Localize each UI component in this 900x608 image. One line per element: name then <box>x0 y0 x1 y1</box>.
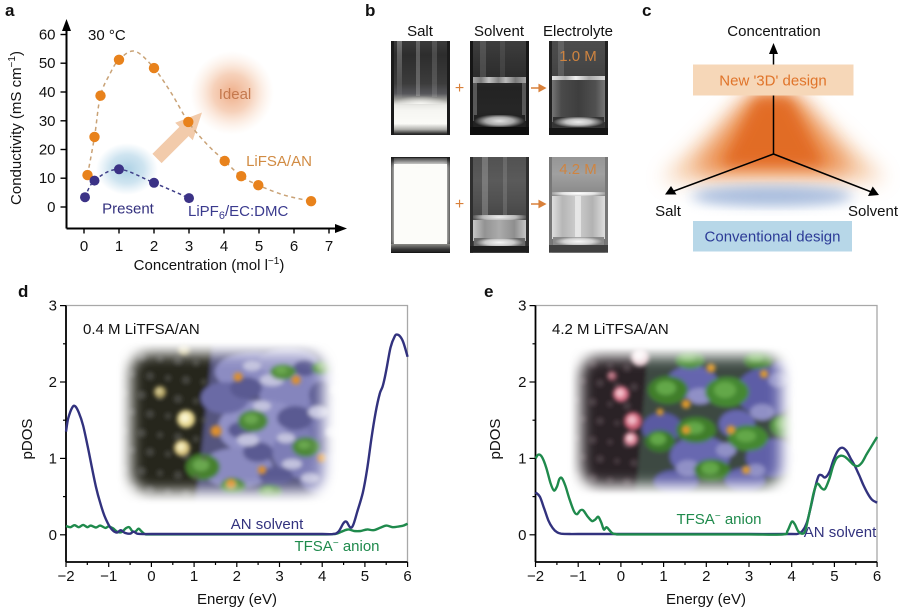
svg-text:Conventional design: Conventional design <box>705 229 841 246</box>
svg-text:TFSA− anion: TFSA− anion <box>294 538 379 555</box>
svg-text:Conductivity (mS cm−1): Conductivity (mS cm−1) <box>7 51 25 205</box>
svg-text:1: 1 <box>190 568 198 585</box>
svg-text:50: 50 <box>39 55 56 72</box>
svg-text:40: 40 <box>39 84 56 101</box>
svg-text:LiPF6/EC:DMC: LiPF6/EC:DMC <box>188 203 288 222</box>
svg-text:1.0 M: 1.0 M <box>559 48 597 65</box>
svg-text:d: d <box>18 282 28 301</box>
svg-text:4.2 M LiTFSA/AN: 4.2 M LiTFSA/AN <box>552 321 669 338</box>
svg-text:Present: Present <box>102 201 155 218</box>
svg-text:0: 0 <box>47 199 55 216</box>
svg-text:0: 0 <box>518 527 526 544</box>
svg-text:Electrolyte: Electrolyte <box>543 23 613 40</box>
svg-text:6: 6 <box>873 568 881 585</box>
svg-text:pDOS: pDOS <box>487 419 504 460</box>
svg-text:0: 0 <box>80 238 88 255</box>
svg-text:1: 1 <box>659 568 667 585</box>
svg-text:a: a <box>5 1 15 20</box>
svg-text:pDOS: pDOS <box>19 419 36 460</box>
svg-text:1: 1 <box>518 450 526 467</box>
svg-text:−1: −1 <box>570 568 587 585</box>
svg-text:New '3D' design: New '3D' design <box>719 73 826 90</box>
svg-text:5: 5 <box>255 238 263 255</box>
svg-text:4: 4 <box>220 238 228 255</box>
svg-text:20: 20 <box>39 142 56 159</box>
svg-text:30: 30 <box>39 113 56 130</box>
svg-text:6: 6 <box>403 568 411 585</box>
svg-text:c: c <box>642 1 651 20</box>
svg-text:3: 3 <box>185 238 193 255</box>
svg-text:−2: −2 <box>527 568 544 585</box>
svg-text:2: 2 <box>518 374 526 391</box>
svg-text:2: 2 <box>150 238 158 255</box>
svg-text:6: 6 <box>290 238 298 255</box>
svg-text:AN solvent: AN solvent <box>231 516 304 533</box>
svg-text:Concentration (mol l−1): Concentration (mol l−1) <box>134 256 285 274</box>
svg-text:5: 5 <box>361 568 369 585</box>
svg-text:Solvent: Solvent <box>848 203 899 220</box>
svg-text:LiFSA/AN: LiFSA/AN <box>246 153 312 170</box>
svg-text:Salt: Salt <box>655 203 682 220</box>
svg-text:7: 7 <box>325 238 333 255</box>
svg-text:Energy (eV): Energy (eV) <box>197 591 277 608</box>
svg-text:5: 5 <box>830 568 838 585</box>
svg-text:60: 60 <box>39 27 56 44</box>
svg-text:4.2 M: 4.2 M <box>559 161 597 178</box>
svg-text:1: 1 <box>115 238 123 255</box>
svg-text:3: 3 <box>745 568 753 585</box>
svg-text:10: 10 <box>39 170 56 187</box>
svg-text:Solvent: Solvent <box>474 23 525 40</box>
svg-text:0: 0 <box>49 527 57 544</box>
svg-text:2: 2 <box>702 568 710 585</box>
svg-text:e: e <box>484 282 493 301</box>
svg-text:0: 0 <box>147 568 155 585</box>
svg-text:2: 2 <box>233 568 241 585</box>
svg-text:3: 3 <box>49 298 57 315</box>
svg-text:Salt: Salt <box>407 23 434 40</box>
svg-text:Ideal: Ideal <box>219 86 252 103</box>
svg-text:−1: −1 <box>100 568 117 585</box>
svg-text:TFSA− anion: TFSA− anion <box>676 511 761 528</box>
svg-text:Energy (eV): Energy (eV) <box>666 591 746 608</box>
svg-text:30 °C: 30 °C <box>88 27 126 44</box>
svg-text:1: 1 <box>49 450 57 467</box>
svg-text:+: + <box>455 196 464 213</box>
svg-text:Concentration: Concentration <box>727 23 820 40</box>
svg-text:4: 4 <box>318 568 326 585</box>
svg-text:0: 0 <box>617 568 625 585</box>
svg-text:AN solvent: AN solvent <box>804 524 877 541</box>
svg-text:b: b <box>365 1 375 20</box>
svg-text:3: 3 <box>275 568 283 585</box>
svg-text:+: + <box>455 80 464 97</box>
svg-text:3: 3 <box>518 298 526 315</box>
svg-text:0.4 M LiTFSA/AN: 0.4 M LiTFSA/AN <box>83 321 200 338</box>
svg-text:2: 2 <box>49 374 57 391</box>
svg-text:4: 4 <box>788 568 796 585</box>
svg-text:−2: −2 <box>57 568 74 585</box>
